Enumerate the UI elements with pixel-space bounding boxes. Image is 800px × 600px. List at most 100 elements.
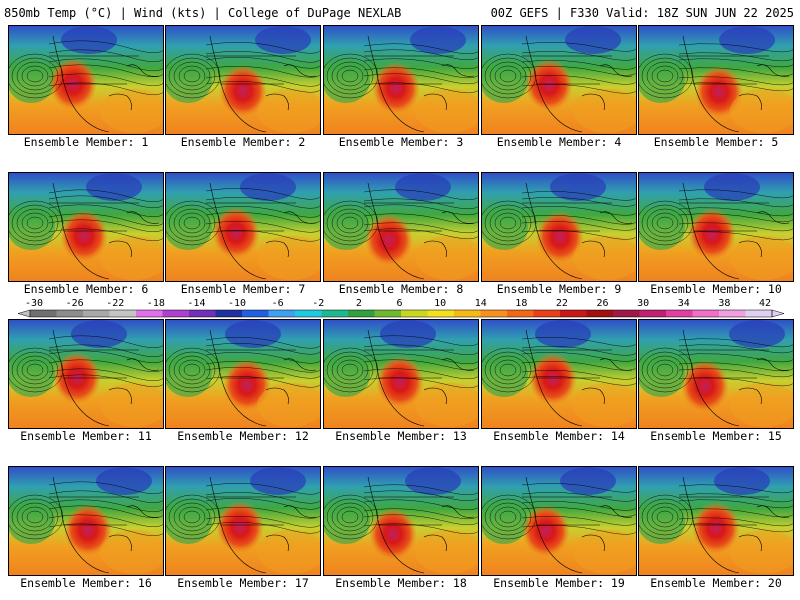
height-contours xyxy=(324,189,478,246)
temperature-map xyxy=(324,173,478,281)
colorbar-segment xyxy=(268,310,296,317)
coastline-outline xyxy=(679,329,790,427)
temperature-map xyxy=(166,467,320,575)
height-contours xyxy=(482,336,636,393)
colorbar-tick-label: 30 xyxy=(637,298,649,309)
ensemble-member-label: Ensemble Member: 4 xyxy=(496,135,622,149)
colorbar-tick-label: 14 xyxy=(475,298,487,309)
height-contours xyxy=(639,484,793,540)
ensemble-map-panel xyxy=(638,25,794,135)
ensemble-map-panel xyxy=(481,25,637,135)
temperature-map xyxy=(482,26,636,134)
height-contours xyxy=(482,41,636,99)
colorbar-segment xyxy=(374,310,402,317)
temperature-map xyxy=(166,173,320,281)
height-contours xyxy=(9,189,163,246)
coastline-outline xyxy=(522,35,633,133)
height-contours xyxy=(9,481,163,540)
temperature-colorbar: -30 -26 -22 -18 -14 -10 -6 -2 2 6 10 14 18 22 26 30 34 38… xyxy=(17,298,785,318)
ensemble-member-label: Ensemble Member: 15 xyxy=(650,429,782,443)
colorbar-tick-label: 10 xyxy=(434,298,446,309)
colorbar-segment xyxy=(136,310,163,317)
coastline-outline xyxy=(206,329,317,427)
ensemble-member-label: Ensemble Member: 12 xyxy=(177,429,309,443)
colorbar-segment xyxy=(30,310,57,317)
colorbar-tick-label: -18 xyxy=(147,298,165,309)
colorbar-segment xyxy=(242,310,269,317)
coastline-outline xyxy=(364,329,475,427)
temperature-map xyxy=(324,26,478,134)
height-contours xyxy=(482,482,636,540)
ensemble-map-panel xyxy=(8,466,164,576)
ensemble-member-label: Ensemble Member: 1 xyxy=(23,135,149,149)
ensemble-map-panel xyxy=(638,466,794,576)
ensemble-map-panel xyxy=(638,319,794,429)
colorbar-tick-label: -30 xyxy=(25,298,43,309)
colorbar-tick-label: 6 xyxy=(396,298,402,309)
colorbar-segment xyxy=(56,310,84,317)
height-contours xyxy=(324,484,478,540)
coastline-outline xyxy=(49,182,160,280)
colorbar-segment xyxy=(666,310,693,317)
temperature-map xyxy=(482,173,636,281)
model-run-info: 00Z GEFS | F330 Valid: 18Z SUN JUN 22 20… xyxy=(490,6,794,20)
colorbar-segment xyxy=(560,310,587,317)
height-contours xyxy=(324,43,478,99)
colorbar-segment xyxy=(189,310,216,317)
height-contours xyxy=(166,483,320,540)
ensemble-map-panel xyxy=(165,319,321,429)
ensemble-member-label: Ensemble Member: 9 xyxy=(496,282,622,296)
height-contours xyxy=(9,335,163,393)
temperature-map xyxy=(639,467,793,575)
colorbar-segment xyxy=(586,310,614,317)
colorbar-tick-label: -26 xyxy=(66,298,84,309)
colorbar-segment xyxy=(480,310,508,317)
colorbar-tick-label: 38 xyxy=(718,298,730,309)
temperature-map xyxy=(9,173,163,281)
colorbar-segment xyxy=(692,310,720,317)
coastline-outline xyxy=(206,182,317,280)
colorbar-segment xyxy=(639,310,667,317)
colorbar-segment xyxy=(719,310,746,317)
ensemble-member-label: Ensemble Member: 19 xyxy=(493,576,625,590)
ensemble-map-panel xyxy=(165,25,321,135)
ensemble-map-panel xyxy=(323,25,479,135)
ensemble-member-label: Ensemble Member: 7 xyxy=(180,282,306,296)
coastline-outline xyxy=(522,182,633,280)
height-contours xyxy=(482,190,636,246)
coastline-outline xyxy=(206,35,317,133)
colorbar-min-arrow xyxy=(17,309,31,318)
coastline-outline xyxy=(49,329,160,427)
colorbar-segment xyxy=(83,310,110,317)
ensemble-map-panel xyxy=(8,25,164,135)
chart-title: 850mb Temp (°C) | Wind (kts) | College o… xyxy=(4,6,402,20)
colorbar-segment xyxy=(215,310,243,317)
coastline-outline xyxy=(364,476,475,574)
ensemble-map-panel xyxy=(481,172,637,282)
height-contours xyxy=(639,189,793,246)
height-contours xyxy=(9,40,163,99)
ensemble-member-label: Ensemble Member: 18 xyxy=(335,576,467,590)
colorbar-tick-label: -10 xyxy=(228,298,246,309)
colorbar-segment xyxy=(454,310,481,317)
temperature-map xyxy=(166,320,320,428)
temperature-map xyxy=(9,467,163,575)
ensemble-map-panel xyxy=(323,172,479,282)
ensemble-member-label: Ensemble Member: 16 xyxy=(20,576,152,590)
ensemble-member-label: Ensemble Member: 6 xyxy=(23,282,149,296)
colorbar-tick-label: 18 xyxy=(515,298,527,309)
colorbar-segment xyxy=(321,310,349,317)
height-contours xyxy=(324,335,478,393)
colorbar-segment xyxy=(613,310,640,317)
ensemble-map-panel xyxy=(165,466,321,576)
coastline-outline xyxy=(679,35,790,133)
colorbar-tick-label: 22 xyxy=(556,298,568,309)
ensemble-member-label: Ensemble Member: 3 xyxy=(338,135,464,149)
ensemble-map-panel xyxy=(165,172,321,282)
colorbar-segment xyxy=(295,310,322,317)
temperature-map xyxy=(324,467,478,575)
ensemble-map-panel xyxy=(481,319,637,429)
ensemble-map-panel xyxy=(8,172,164,282)
colorbar-segment xyxy=(109,310,137,317)
coastline-outline xyxy=(364,35,475,133)
